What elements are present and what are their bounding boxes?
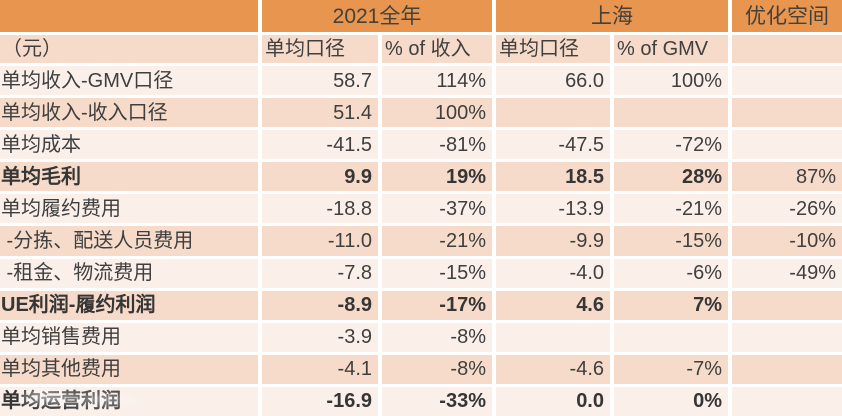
row-label: UE利润-履约利润 (0, 290, 258, 320)
subheader-pct-of-gmv: % of GMV (614, 35, 728, 63)
value-cell: 66.0 (496, 66, 610, 96)
subheader-pct-of-revenue: % of 收入 (382, 35, 492, 63)
value-cell (732, 66, 842, 96)
value-cell: 4.6 (496, 290, 610, 320)
value-cell: 9.9 (262, 162, 378, 192)
row-label: 单均其他费用 (0, 354, 258, 384)
value-cell: 0% (614, 386, 728, 416)
value-cell: -8% (382, 322, 492, 352)
value-cell: -4.6 (496, 354, 610, 384)
value-cell: -21% (382, 226, 492, 256)
value-cell: -6% (614, 258, 728, 288)
row-label: 单均销售费用 (0, 322, 258, 352)
row-label: 单均运营利润 (0, 386, 258, 416)
header-group-2021-full-year: 2021全年 (262, 0, 492, 32)
value-cell: -4.0 (496, 258, 610, 288)
value-cell: -33% (382, 386, 492, 416)
value-cell: 18.5 (496, 162, 610, 192)
value-cell: -10% (732, 226, 842, 256)
row-label: 单均收入-收入口径 (0, 98, 258, 128)
value-cell: -8% (382, 354, 492, 384)
value-cell: -4.1 (262, 354, 378, 384)
value-cell: -18.8 (262, 194, 378, 224)
value-cell: -81% (382, 130, 492, 160)
header-group-shanghai: 上海 (496, 0, 728, 32)
value-cell: 87% (732, 162, 842, 192)
value-cell: -41.5 (262, 130, 378, 160)
value-cell: -72% (614, 130, 728, 160)
subheader-per-order-shanghai: 单均口径 (496, 35, 610, 63)
value-cell: 19% (382, 162, 492, 192)
value-cell: -16.9 (262, 386, 378, 416)
value-cell (614, 322, 728, 352)
value-cell: 100% (614, 66, 728, 96)
value-cell: -15% (614, 226, 728, 256)
value-cell (732, 386, 842, 416)
row-label: -租金、物流费用 (0, 258, 258, 288)
value-cell: -9.9 (496, 226, 610, 256)
value-cell (732, 130, 842, 160)
value-cell: -3.9 (262, 322, 378, 352)
value-cell (732, 98, 842, 128)
value-cell (614, 98, 728, 128)
value-cell (496, 322, 610, 352)
value-cell (496, 98, 610, 128)
value-cell (732, 354, 842, 384)
row-label: 单均成本 (0, 130, 258, 160)
value-cell (732, 290, 842, 320)
value-cell: 51.4 (262, 98, 378, 128)
subheader-per-order-2021: 单均口径 (262, 35, 378, 63)
value-cell (732, 322, 842, 352)
value-cell: -47.5 (496, 130, 610, 160)
row-label: 单均履约费用 (0, 194, 258, 224)
value-cell: 7% (614, 290, 728, 320)
row-label: 单均收入-GMV口径 (0, 66, 258, 96)
value-cell: -11.0 (262, 226, 378, 256)
value-cell: -7% (614, 354, 728, 384)
value-cell: -26% (732, 194, 842, 224)
row-label: 单均毛利 (0, 162, 258, 192)
value-cell: -7.8 (262, 258, 378, 288)
value-cell: -13.9 (496, 194, 610, 224)
value-cell: 28% (614, 162, 728, 192)
value-cell: -17% (382, 290, 492, 320)
value-cell: 0.0 (496, 386, 610, 416)
header-group-optimization-room: 优化空间 (732, 0, 842, 32)
value-cell: -21% (614, 194, 728, 224)
value-cell: -15% (382, 258, 492, 288)
value-cell: -49% (732, 258, 842, 288)
value-cell: 100% (382, 98, 492, 128)
subheader-optimization-empty (732, 35, 842, 63)
unit-label-yuan: （元） (0, 35, 258, 63)
value-cell: 114% (382, 66, 492, 96)
value-cell: -37% (382, 194, 492, 224)
row-label: -分拣、配送人员费用 (0, 226, 258, 256)
value-cell: 58.7 (262, 66, 378, 96)
header-corner-cell (0, 0, 258, 32)
value-cell: -8.9 (262, 290, 378, 320)
